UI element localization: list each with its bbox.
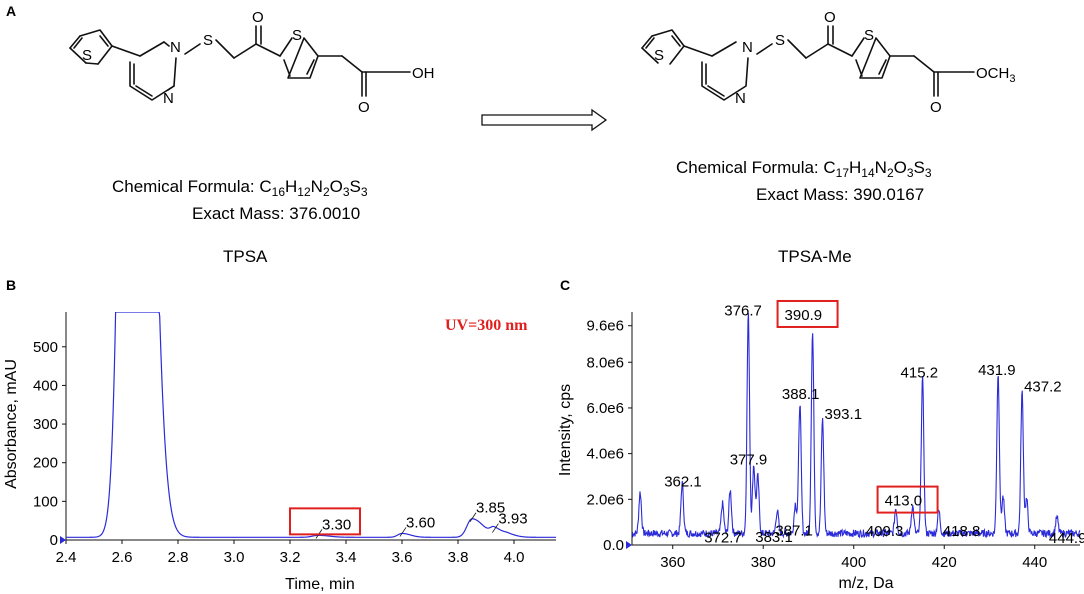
y-axis-title: Intensity, cps (557, 384, 574, 476)
tpsa-me-formula: Chemical Formula: C17H14N2O3S3 (676, 158, 932, 180)
y-tick-label: 300 (33, 416, 58, 433)
y-tick-label: 4.0e6 (586, 446, 624, 463)
tpsa-formula: Chemical Formula: C16H12N2O3S3 (112, 177, 368, 199)
axes: 2.4 2.6 2.8 3.0 3.2 3.4 3.6 3.8 4.0 0 100 200 300 400… (33, 312, 556, 566)
axis-marker (60, 536, 66, 544)
peak-label: 376.7 (724, 303, 762, 320)
peak-label: 383.1 (755, 529, 793, 546)
x-tick-label: 4.0 (504, 549, 525, 566)
highlight-box (776, 299, 839, 328)
x-tick-label: 3.4 (336, 549, 357, 566)
atom-label: N (163, 90, 174, 107)
y-tick-label: 6.0e6 (586, 400, 624, 417)
peak-label: 393.1 (825, 406, 863, 423)
peak-label: 3.30 (322, 516, 351, 533)
tpsa-name: TPSA (223, 247, 268, 266)
atom-label: N (742, 39, 753, 56)
tpsa-structure (69, 25, 411, 101)
x-tick-label: 380 (751, 554, 776, 571)
atom-label: S (864, 27, 874, 44)
peak-label: 437.2 (1024, 378, 1062, 395)
x-tick-label: 3.8 (448, 549, 469, 566)
atom-label: S (292, 27, 302, 44)
atom-label: OCH3 (976, 65, 1015, 85)
chromatogram-trace (66, 312, 556, 538)
y-tick-label: 200 (33, 455, 58, 472)
panel-label-a: A (6, 3, 16, 19)
axis-marker (626, 541, 632, 549)
peak-label: 444.9 (1049, 530, 1084, 547)
peak-label: 431.9 (978, 362, 1016, 379)
y-tick-label: 400 (33, 377, 58, 394)
y-axis-title: Absorbance, mAU (3, 359, 20, 489)
atom-label: O (358, 99, 370, 116)
plot-area (631, 313, 1081, 539)
atom-label: S (203, 32, 213, 49)
atom-label: S (775, 32, 785, 49)
axes: 360 380 400 420 440 0.0 2.0e6 4.0e6 6.0e6 8.0e6 9.… (586, 312, 1080, 571)
x-tick-label: 3.0 (224, 549, 245, 566)
spectrum-trace (631, 313, 1081, 539)
x-tick-label: 3.2 (280, 549, 301, 566)
tpsa-me-name: TPSA-Me (778, 247, 852, 266)
x-tick-label: 360 (660, 554, 685, 571)
x-axis-title: Time, min (285, 576, 355, 593)
atom-label: OH (412, 65, 435, 82)
highlight-box (876, 485, 939, 514)
peak-label: 415.2 (901, 365, 939, 382)
y-tick-label: 500 (33, 339, 58, 356)
reaction-arrow (481, 108, 608, 132)
panel-label-b: B (6, 277, 16, 293)
peak-label-leader (492, 523, 499, 533)
y-tick-label: 9.6e6 (586, 318, 624, 335)
x-tick-label: 2.4 (56, 549, 77, 566)
peak-label: 3.85 (476, 500, 505, 517)
x-tick-label: 400 (841, 554, 866, 571)
panel-label-c: C (560, 277, 570, 293)
atom-label: N (170, 39, 181, 56)
y-tick-label: 100 (33, 493, 58, 510)
atom-label: O (824, 9, 836, 26)
peak-label: 418.8 (943, 523, 981, 540)
peak-label: 409.3 (866, 523, 904, 540)
x-tick-label: 3.6 (392, 549, 413, 566)
atom-label: S (654, 47, 664, 64)
peak-label: 413.0 (885, 493, 923, 510)
peak-label: 390.9 (785, 307, 823, 324)
x-axis-title: m/z, Da (838, 575, 893, 592)
x-tick-label: 2.8 (168, 549, 189, 566)
plot-area (66, 312, 556, 538)
y-tick-label: 0.0 (603, 537, 624, 554)
peak-label: 387.1 (775, 522, 813, 539)
y-tick-label: 0 (50, 532, 58, 549)
peak-label: 362.1 (664, 474, 702, 491)
peak-label: 3.93 (498, 511, 527, 528)
atom-label: N (735, 90, 746, 107)
tpsa-me-structure (641, 25, 975, 101)
y-tick-label: 8.0e6 (586, 354, 624, 371)
peak-label: 377.9 (730, 451, 768, 468)
peak-label: 3.60 (406, 514, 435, 531)
mass-spectrum-chart: Intensity, cps m/z, Da 360 380 400 420 440 0.… (557, 299, 1084, 592)
peak-label: 372.7 (704, 529, 742, 546)
atom-label: O (930, 99, 942, 116)
x-tick-label: 2.6 (112, 549, 133, 566)
x-tick-label: 420 (932, 554, 957, 571)
highlight-box (289, 507, 361, 536)
y-tick-label: 2.0e6 (586, 491, 624, 508)
tpsa-exact-mass: Exact Mass: 376.0010 (192, 204, 360, 223)
atom-label: O (252, 9, 264, 26)
tpsa-me-exact-mass: Exact Mass: 390.0167 (756, 185, 924, 204)
x-tick-label: 440 (1022, 554, 1047, 571)
peak-label-leader (469, 512, 477, 522)
peak-label: 388.1 (782, 386, 820, 403)
peak-labels: 3.30 3.60 3.853.93 (289, 500, 528, 539)
chromatogram-chart: Absorbance, mAU Time, min UV=300 nm 2.4 2… (3, 312, 556, 593)
atom-label: S (82, 47, 92, 64)
uv-wavelength-annotation: UV=300 nm (445, 317, 528, 334)
peak-label-leader (399, 527, 407, 537)
